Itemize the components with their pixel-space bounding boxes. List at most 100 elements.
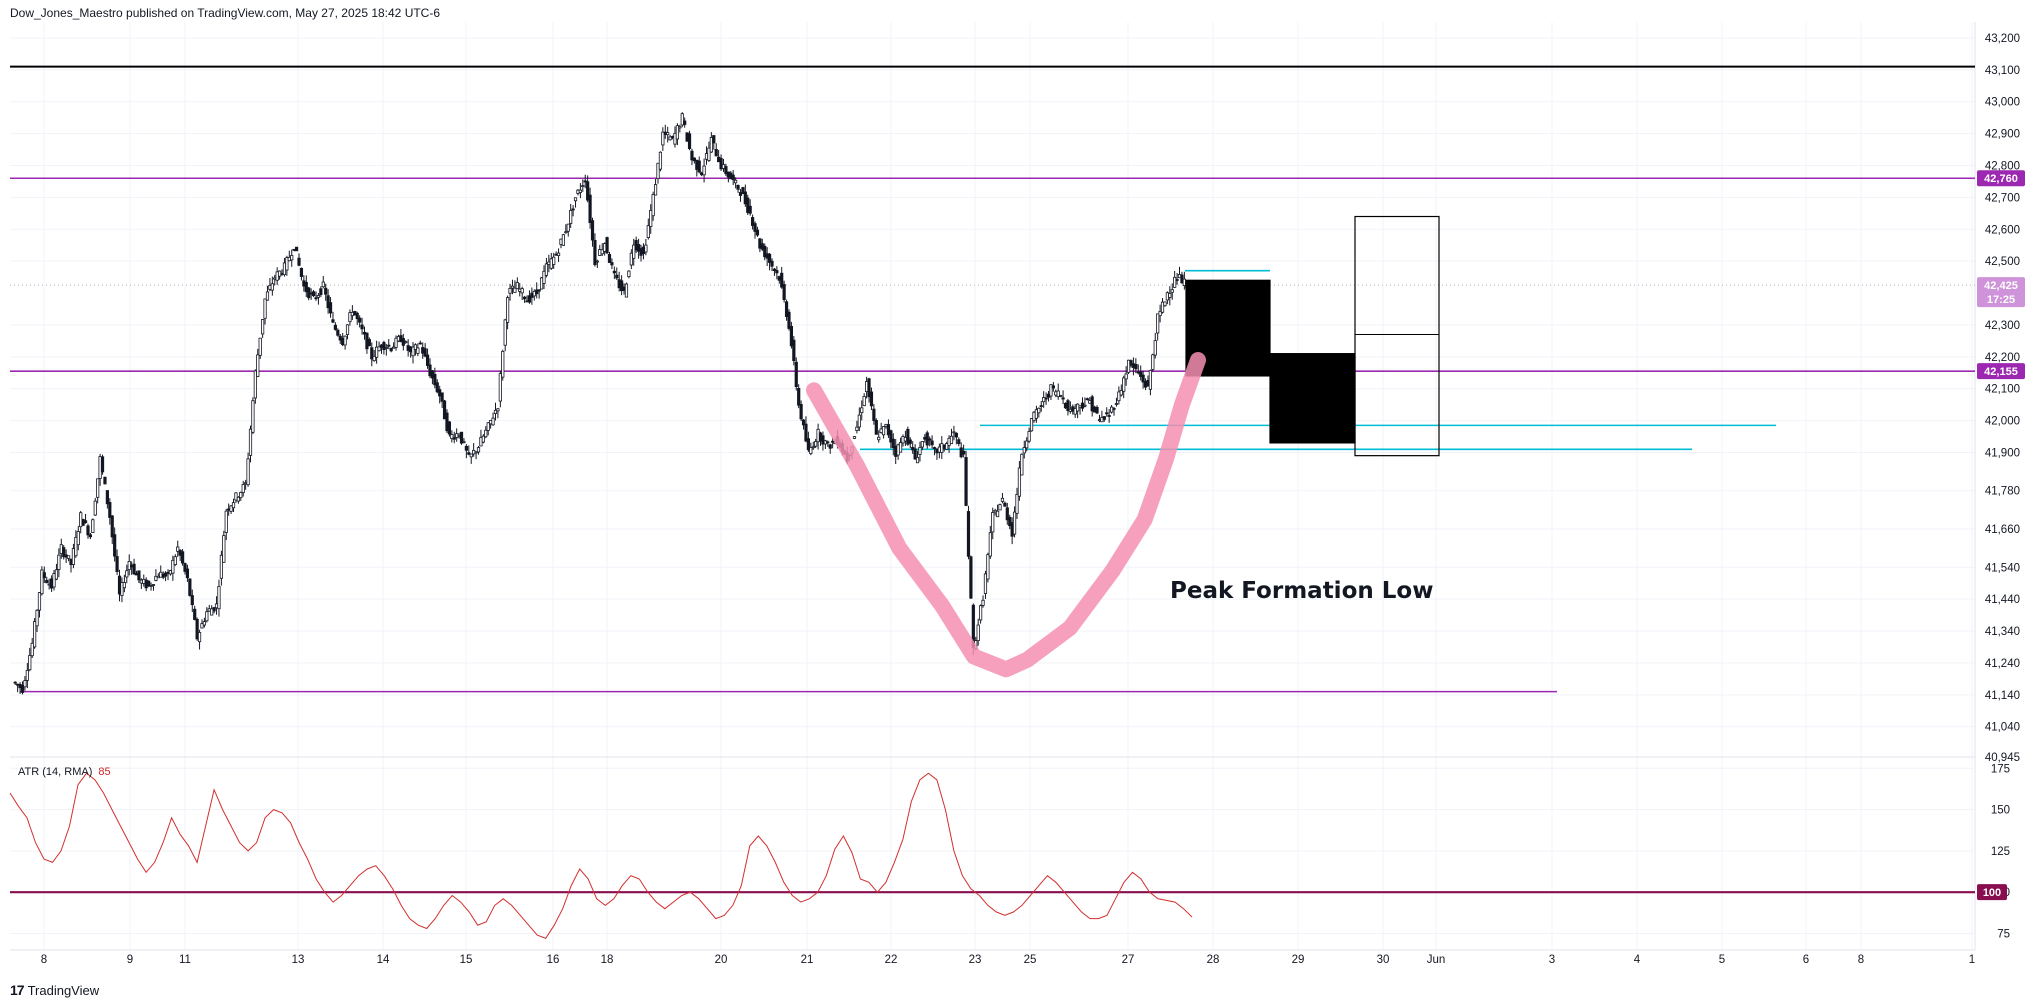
candle-body <box>678 126 682 129</box>
candle-body <box>1095 407 1099 414</box>
candle-body <box>588 194 592 223</box>
candle-body <box>496 408 500 412</box>
candle-body <box>1163 301 1167 307</box>
candle-body <box>811 446 815 449</box>
candle-body <box>200 623 204 629</box>
candle-body <box>28 655 32 671</box>
candle-body <box>1049 384 1053 397</box>
candle-body <box>13 681 17 684</box>
candle-body <box>821 435 825 445</box>
candle-body <box>1015 494 1019 514</box>
candle-body <box>615 274 619 279</box>
candle-body <box>370 347 374 360</box>
time-tick-label: 9 <box>127 954 133 966</box>
candle-body <box>413 344 418 350</box>
price-tick-label: 43,200 <box>1985 33 2020 45</box>
candle-body <box>770 260 774 267</box>
price-tick-label: 41,040 <box>1985 722 2020 734</box>
candle-body <box>1173 276 1177 288</box>
annotation-label: Peak Formation Low <box>1170 578 1434 604</box>
peak-formation-curve <box>806 352 1206 678</box>
candle-body <box>476 447 481 453</box>
candle-body <box>724 166 728 175</box>
atr-series-line <box>9 772 1193 940</box>
candle-body <box>886 424 891 436</box>
candle-body <box>702 165 706 176</box>
candle-body <box>256 354 260 377</box>
candle-body <box>1153 340 1157 356</box>
price-badge-label: 42,155 <box>1984 366 2018 378</box>
candle-body <box>748 205 752 214</box>
price-tick-label: 42,600 <box>1985 224 2020 236</box>
candle-body <box>913 448 917 460</box>
candle-body <box>442 400 447 420</box>
candle-body <box>867 378 871 398</box>
candle-body <box>661 131 665 146</box>
candle-body <box>991 512 995 533</box>
candle-body <box>697 160 701 173</box>
candle-body <box>45 579 49 584</box>
candle-body <box>908 439 912 444</box>
candle-body <box>108 502 112 518</box>
candle-body <box>113 534 117 557</box>
candle-body <box>103 476 107 485</box>
candle-body <box>62 547 66 558</box>
candle-body <box>66 555 71 559</box>
candle-body <box>86 525 90 536</box>
candle-body <box>474 451 478 454</box>
time-tick-label: 30 <box>1377 954 1390 966</box>
tradingview-logo[interactable]: 17 TradingView <box>10 982 99 998</box>
atr-tick-label: 125 <box>1991 846 2010 858</box>
time-tick-label: 23 <box>969 954 982 966</box>
candle-body <box>452 437 456 440</box>
candle-body <box>949 435 954 444</box>
candle-body <box>425 354 430 366</box>
time-tick-label: 28 <box>1207 954 1220 966</box>
candle-body <box>564 231 568 234</box>
candle-body <box>780 272 784 288</box>
candle-body <box>326 295 330 309</box>
candle-body <box>651 194 655 217</box>
time-tick-label: 11 <box>179 954 191 966</box>
time-tick-label: 13 <box>292 954 305 966</box>
candle-body <box>569 210 573 224</box>
candle-body <box>328 302 333 314</box>
candle-body <box>666 132 670 136</box>
candle-body <box>251 400 255 433</box>
candle-body <box>120 582 124 596</box>
candle-body <box>193 608 197 620</box>
candle-body <box>164 572 168 577</box>
candle-body <box>57 554 61 570</box>
candle-body <box>411 346 415 357</box>
candle-body <box>88 534 93 538</box>
candle-body <box>981 599 985 606</box>
candle-body <box>30 642 34 657</box>
candle-body <box>183 563 187 572</box>
candle-body <box>675 125 680 140</box>
candle-body <box>862 396 866 407</box>
candle-body <box>928 438 932 441</box>
candle-body <box>869 391 874 407</box>
candle-body <box>336 329 340 336</box>
candle-body <box>481 435 485 443</box>
candle-body <box>656 162 660 180</box>
candle-body <box>860 407 864 414</box>
candle-body <box>915 456 920 464</box>
time-tick-label: 27 <box>1122 954 1135 966</box>
candle-body <box>173 556 177 566</box>
candle-body <box>1000 497 1005 502</box>
candle-body <box>1066 400 1070 411</box>
candle-body <box>74 536 78 557</box>
candle-body <box>889 430 893 443</box>
candle-body <box>387 344 391 347</box>
candle-body <box>544 263 549 276</box>
time-tick-label: 1 <box>1969 954 1975 966</box>
candle-body <box>219 554 223 579</box>
price-tick-label: 41,660 <box>1985 524 2020 536</box>
candle-body <box>736 184 740 190</box>
candle-body <box>734 179 738 184</box>
candle-body <box>814 441 818 447</box>
candle-body <box>125 570 129 578</box>
time-tick-label: 21 <box>801 954 814 966</box>
